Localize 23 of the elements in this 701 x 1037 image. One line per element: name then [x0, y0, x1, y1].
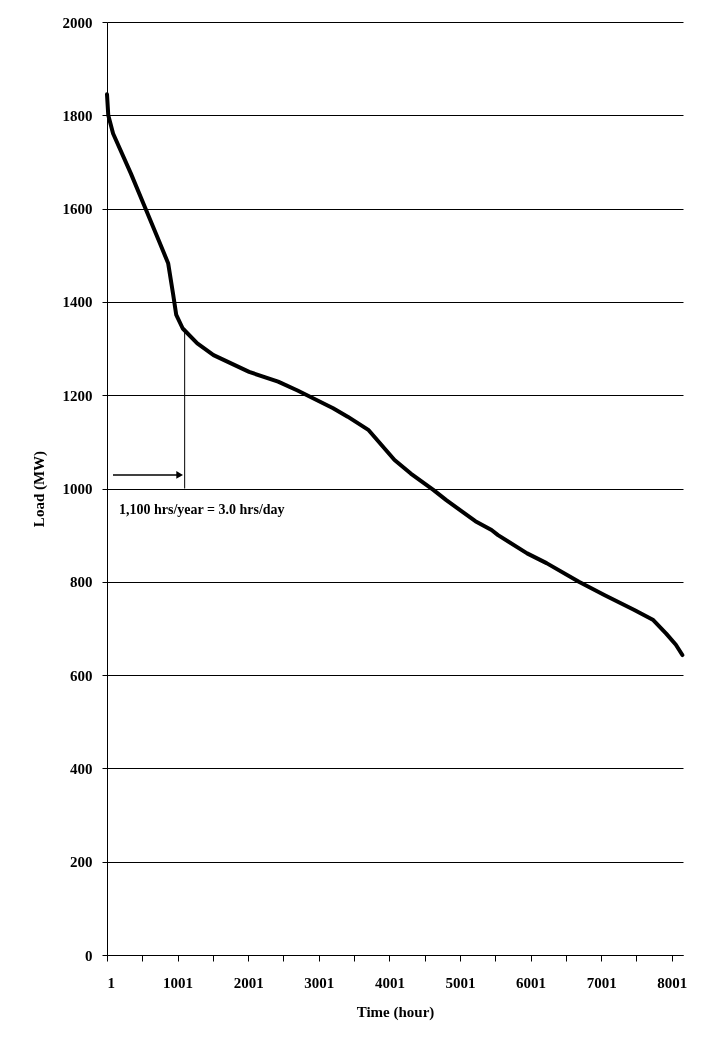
y-tick-label: 800 [70, 574, 93, 591]
x-tick-label: 4001 [374, 974, 405, 991]
annotation: 1,100 hrs/year = 3.0 hrs/day [119, 501, 285, 517]
x-tick-label: 6001 [516, 974, 547, 991]
x-tick-label: 5001 [445, 974, 476, 991]
y-tick-label: 1800 [62, 107, 93, 124]
y-axis-title: Load (MW) [30, 450, 48, 528]
y-tick-label: 0 [85, 947, 93, 964]
x-tick-label: 7001 [586, 974, 617, 991]
y-tick-label: 2000 [62, 14, 93, 31]
y-tick-label: 400 [70, 760, 93, 777]
x-axis-title: Time (hour) [356, 1003, 435, 1021]
y-tick-label: 1400 [62, 294, 93, 311]
x-tick-label: 1001 [163, 974, 194, 991]
x-tick-label: 8001 [657, 974, 688, 991]
x-tick-label: 1 [107, 974, 115, 991]
y-tick-label: 1000 [62, 481, 93, 497]
x-tick-label: 3001 [304, 974, 335, 991]
y-tick-label: 1600 [62, 201, 93, 218]
y-tick-label: 1200 [62, 387, 93, 404]
y-tick-label: 200 [70, 854, 93, 871]
x-tick-label: 2001 [233, 974, 264, 991]
y-tick-label: 600 [70, 667, 93, 684]
